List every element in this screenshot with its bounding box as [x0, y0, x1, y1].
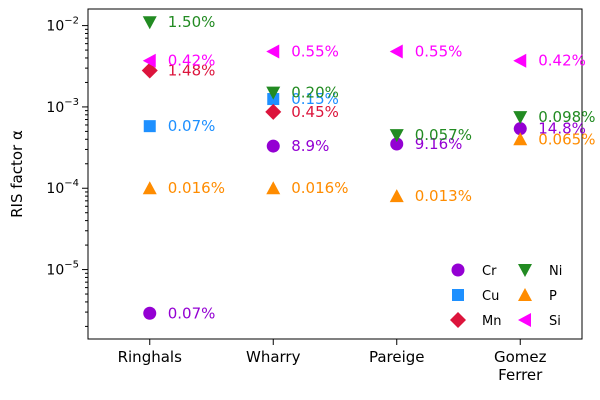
data-labels: 0.07% 8.9% 9.16% 14.8% 0.07% 0.15% 1.48% 0.45% 1…: [168, 13, 596, 322]
data-label-ni: 0.057%: [415, 126, 472, 144]
x-tick-label: Pareige: [369, 348, 425, 366]
data-point-p: [513, 132, 528, 146]
data-point-si: [142, 53, 156, 68]
data-label-ni: 0.20%: [291, 84, 339, 102]
legend-label-p: P: [549, 289, 557, 304]
data-label-p: 0.016%: [168, 179, 225, 197]
data-point-p: [389, 189, 404, 203]
data-point-cr: [143, 306, 157, 320]
data-label-cr: 8.9%: [291, 137, 329, 155]
data-point-mn: [265, 103, 282, 120]
data-point-si: [266, 44, 280, 59]
x-tick-label: Wharry: [246, 348, 301, 366]
data-point-ni: [266, 86, 281, 100]
data-point-cr: [390, 137, 404, 151]
legend-label-si: Si: [549, 314, 561, 329]
x-tick-label: Ringhals: [118, 348, 182, 366]
data-point-si: [389, 44, 403, 59]
legend-label-mn: Mn: [482, 314, 501, 329]
y-tick-label: 10−2: [46, 16, 79, 35]
data-label-cr: 0.07%: [168, 304, 216, 322]
data-point-cr: [266, 139, 280, 153]
legend-marker-si: [518, 313, 531, 327]
data-point-p: [266, 181, 281, 195]
legend-marker-cu: [452, 289, 464, 301]
x-tick-label: Gomez: [494, 348, 547, 366]
data-label-p: 0.065%: [538, 130, 595, 148]
data-label-mn: 1.48%: [168, 62, 216, 80]
data-point-mn: [141, 62, 158, 79]
data-point-cr: [513, 122, 527, 136]
data-point-ni: [389, 129, 404, 143]
data-label-p: 0.016%: [291, 179, 348, 197]
data-label-mn: 0.45%: [291, 103, 339, 121]
y-tick-label: 10−5: [46, 260, 79, 279]
data-label-si: 0.42%: [538, 52, 586, 70]
legend-marker-ni: [518, 264, 532, 277]
data-label-cr: 14.8%: [538, 120, 586, 138]
data-marks: [141, 16, 528, 320]
data-point-ni: [142, 16, 157, 30]
legend-marker-mn: [450, 312, 466, 328]
data-label-si: 0.55%: [415, 43, 463, 61]
y-tick-label: 10−3: [46, 97, 79, 116]
data-point-cu: [143, 120, 156, 133]
legend-marker-cr: [451, 263, 465, 277]
legend-label-ni: Ni: [549, 264, 562, 279]
data-label-si: 0.42%: [168, 52, 216, 70]
x-tick-label: Ferrer: [498, 366, 543, 384]
y-axis-label: RIS factor α: [8, 130, 26, 218]
legend-label-cr: Cr: [482, 264, 497, 279]
y-tick-label: 10−4: [46, 178, 79, 197]
data-point-p: [142, 181, 157, 195]
data-label-ni: 1.50%: [168, 13, 216, 31]
legend-label-cu: Cu: [482, 289, 499, 304]
data-label-ni: 0.098%: [538, 108, 595, 126]
legend-marker-p: [518, 288, 532, 301]
data-point-ni: [513, 111, 528, 125]
data-label-cr: 9.16%: [415, 135, 463, 153]
data-label-p: 0.013%: [415, 187, 472, 205]
y-axis: 10−2 10−3 10−4 10−5: [46, 16, 88, 327]
data-label-cu: 0.15%: [291, 90, 339, 108]
plot-frame: [87, 8, 583, 340]
data-point-si: [513, 53, 527, 68]
data-label-cu: 0.07%: [168, 117, 216, 135]
data-label-si: 0.55%: [291, 43, 339, 61]
legend: Cr Cu Mn Ni P Si: [450, 263, 562, 329]
